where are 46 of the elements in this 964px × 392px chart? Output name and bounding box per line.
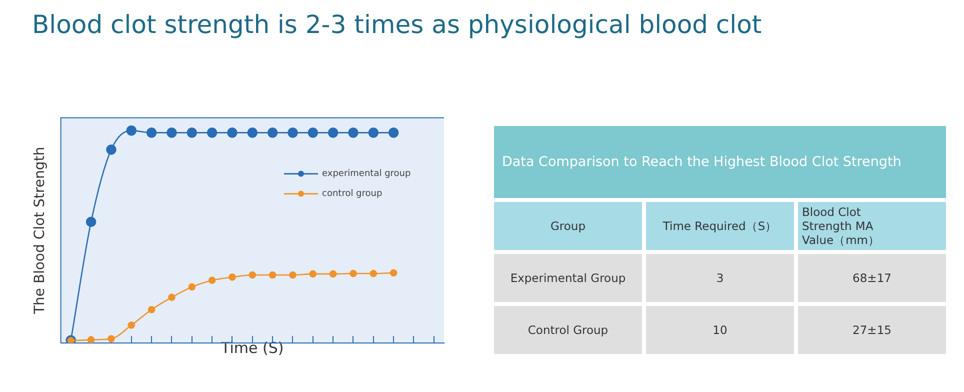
point: [288, 128, 298, 138]
point: [87, 336, 95, 343]
text: Experimental Group: [510, 271, 626, 285]
point: [186, 128, 198, 138]
point: [227, 128, 238, 138]
point: [168, 294, 176, 301]
point: [208, 276, 216, 284]
point: [370, 270, 378, 278]
category-label: Time Required（S）: [646, 202, 794, 250]
legend-label: experimental group: [322, 169, 411, 180]
text: 68±17: [852, 271, 892, 285]
point: [128, 322, 136, 329]
point: [108, 335, 115, 342]
point: [146, 128, 157, 138]
point: [228, 273, 236, 281]
point: [348, 128, 358, 138]
category-label: Group: [494, 202, 642, 250]
point: [388, 128, 399, 138]
point: [368, 128, 379, 138]
point: [308, 128, 318, 138]
point: [289, 271, 296, 279]
y-axis-title: The Blood Clot Strength: [32, 146, 48, 315]
text: 3: [716, 271, 724, 285]
text: Data Comparison to Reach the Highest Blood Clot Strength: [494, 126, 946, 198]
point: [86, 216, 96, 228]
point: [309, 270, 317, 278]
point: [328, 128, 338, 138]
category-label: Blood Clot Strength MA Value（mm）: [798, 202, 946, 250]
point: [166, 128, 177, 138]
point: [350, 270, 357, 278]
point: [247, 128, 258, 138]
text: 10: [712, 323, 728, 337]
point: [188, 283, 196, 291]
point: [206, 128, 218, 138]
chart-title: Blood clot strength is 2-3 times as physiological blood clot: [32, 10, 762, 39]
text: Control Group: [528, 323, 608, 337]
point: [248, 271, 256, 279]
point: [126, 125, 137, 136]
point: [148, 306, 156, 314]
point: [267, 128, 278, 138]
point: [390, 269, 398, 277]
point: [268, 271, 276, 279]
point: [329, 270, 337, 278]
legend-label: control group: [322, 189, 382, 200]
point: [106, 144, 116, 155]
text: 27±15: [852, 323, 892, 337]
